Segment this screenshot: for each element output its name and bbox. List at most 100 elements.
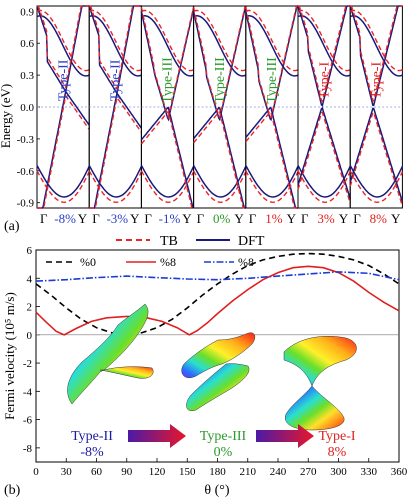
series-2-line [35,265,400,336]
panel-a-ylabel: Energy (eV) [0,84,13,148]
type-label: Type-III [161,57,176,104]
panel-a-label: (a) [4,219,20,234]
cone-type-iii-inset [181,332,256,412]
y-tick-label: 4 [27,273,33,285]
dft-band-high [141,15,194,77]
arrow-1 [128,424,186,448]
dft-band-deep [245,165,299,198]
dft-band-upper [88,5,142,95]
series-3-line [35,271,400,282]
x-tick-label: 180 [209,466,226,478]
arrow-2 [256,424,314,448]
tb-band-lower [193,111,246,209]
dft-band-high [88,15,142,77]
subpanel-5: Type-III [245,5,299,209]
legend-tb-label: TB [160,234,178,249]
dft-band-lower [37,89,90,209]
cone-type-ii-inset [67,303,154,405]
panel-b-series [35,252,400,336]
x-tick-label: 150 [179,466,196,478]
y-tick-label: 0 [27,330,33,342]
panel-b: 0 30 60 90 120 150 180 210 240 270 300 330 360-8-6-4… [2,245,407,498]
legend-series-3-label: %8 [238,255,254,269]
panel-b-ylabel: Fermi velocity (10⁵ m/s) [2,292,17,420]
dft-band-deep [297,165,351,198]
dft-band-lower [89,91,142,209]
xtick-gamma: Γ [249,211,257,226]
x-tick-label: 240 [270,466,287,478]
dft-band-lower [140,106,195,209]
panel-b-ticks: 0 30 60 90 120 150 180 210 240 270 300 330 360-8-6-4… [23,245,407,478]
type-i-value: 8% [328,445,347,460]
type-label: Type-I [369,62,384,99]
xtick-y: Y [182,211,192,226]
tb-band-upper [298,5,351,103]
type-iii-label: Type-III [200,429,247,444]
dft-band-deep [140,165,195,198]
dft-band-deep [192,165,247,198]
xtick-y: Y [391,211,401,226]
tb-band-deep [140,170,195,204]
x-tick-label: 120 [149,466,166,478]
panel-a-subpanels: Type-II Type-II Type-III Type-III Type-III Ty… [36,5,404,209]
legend-dft-label: DFT [238,234,265,249]
tb-band-high [88,9,142,72]
type-label: Type-I [317,62,332,99]
subpanel-3: Type-III [140,5,195,209]
panel-a-ytick-label: 0.9 [20,6,34,18]
xtick-strain: -8% [54,211,76,226]
tb-band-lower [89,96,142,209]
xtick-gamma: Γ [92,211,100,226]
x-tick-label: 0 [33,466,39,478]
dft-band-upper [192,5,247,122]
panel-a-ytick-label: 0.6 [20,38,34,50]
x-tick-label: 210 [240,466,257,478]
panel-a-ytick-label: -0.3 [17,134,35,146]
x-tick-label: 90 [121,466,133,478]
tb-band-upper [245,5,298,119]
dft-band-deep [88,165,143,198]
tb-band-high [245,9,299,72]
x-tick-label: 60 [91,466,103,478]
tb-band-high [36,9,90,72]
y-tick-label: -8 [23,443,33,455]
dft-band-lower [349,107,404,203]
tb-band-upper [350,5,403,102]
tb-band-deep [88,170,143,204]
tb-band-deep [349,170,404,204]
panel-b-legend: %0 %8 %8 [46,255,254,269]
tb-band-high [349,9,403,72]
y-tick-label: -4 [23,386,33,398]
type-label: Type-III [265,57,280,104]
panel-a-legend: TB DFT [116,234,265,249]
panel-a-xticks: Γ -8% Y Γ -3% Y Γ -1% Y Γ 0% Y Γ 1% Y Γ 3% Y Γ 8% Y [40,211,401,226]
tb-band-high [141,9,194,72]
dft-band-upper [36,5,90,94]
type-label: Type-III [213,57,228,104]
y-tick-label: -2 [23,358,32,370]
y-tick-label: 2 [27,302,33,314]
xtick-gamma: Γ [40,211,48,226]
tb-band-high [297,9,351,72]
tb-band-lower [349,111,404,207]
tb-band-upper [140,6,195,120]
type-i-label: Type-I [318,429,355,444]
dft-band-high [36,15,90,77]
tb-band-high [193,9,247,72]
x-tick-label: 330 [361,466,378,478]
type-iii-value: 0% [214,445,233,460]
dft-band-upper [297,5,351,107]
xtick-gamma: Γ [197,211,205,226]
xtick-y: Y [287,211,297,226]
x-tick-label: 270 [300,466,317,478]
dft-band-lower [297,106,351,200]
xtick-y: Y [130,211,140,226]
y-tick-label: -6 [23,415,33,427]
series-1-line [35,252,400,335]
dft-band-high [245,15,299,77]
type-label: Type-II [56,59,71,101]
xtick-gamma: Γ [144,211,152,226]
subpanel-6: Type-I [297,5,351,209]
tb-band-upper [192,5,247,120]
panel-a-ytick-label: 0.3 [20,70,34,82]
